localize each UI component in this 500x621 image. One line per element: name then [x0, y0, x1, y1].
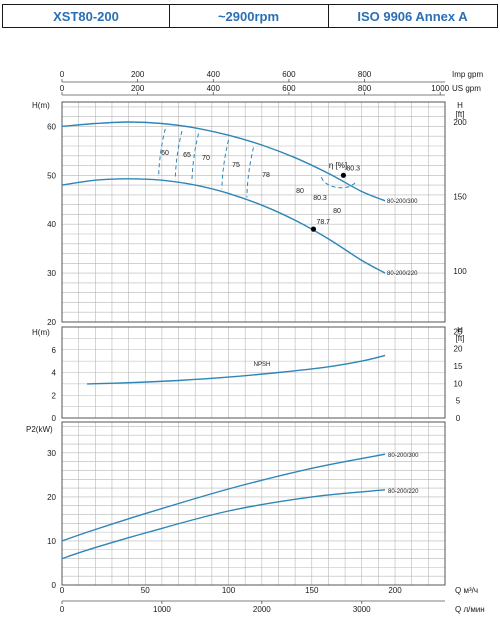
power-y-tick-label: 10 [47, 537, 56, 546]
efficiency-iso-line [191, 133, 200, 183]
efficiency-label: 80 [296, 188, 304, 195]
efficiency-iso-line [174, 130, 183, 180]
npsh-curve-label: NPSH [254, 362, 271, 368]
power-y-tick-label: 0 [52, 581, 57, 590]
head-y-tick-label: 60 [47, 122, 56, 131]
npsh-y-axis-title: H(m) [32, 328, 50, 337]
efficiency-label: 80.3 [313, 195, 327, 202]
npsh-ft-axis-title-h: H [457, 326, 463, 335]
q-m3h-tick-label: 150 [305, 586, 319, 595]
us-gpm-tick-label: 800 [358, 84, 372, 93]
head-y-tick-label: 20 [47, 318, 56, 327]
model-cell: XST80-200 [2, 4, 170, 28]
efficiency-iso-line [158, 128, 166, 178]
efficiency-axis-label: η [%] [329, 161, 347, 170]
npsh-ft-axis-title-unit: [ft] [456, 334, 465, 343]
efficiency-point-label: 80.3 [346, 165, 360, 172]
power-y-axis-title: P2(kW) [26, 425, 53, 434]
head-y-tick-label: 40 [47, 220, 56, 229]
head-y-tick-label: 50 [47, 171, 56, 180]
head-ft-tick-label: 150 [453, 192, 467, 201]
us-gpm-tick-label: 1000 [431, 84, 449, 93]
npsh-y-tick-label: 6 [52, 346, 57, 355]
head-ft-tick-label: 100 [453, 267, 467, 276]
efficiency-label: 80 [333, 208, 341, 215]
power-curve-label: 80-200/300 [388, 453, 419, 459]
head-curve-label: 80-200/300 [387, 199, 418, 205]
head-curve-label: 80-200/220 [387, 271, 418, 277]
power-curve-80-200/220 [61, 489, 386, 560]
power-y-tick-label: 30 [47, 449, 56, 458]
npsh-ft-tick-label: 5 [456, 397, 461, 406]
q-lmin-axis-label: Q л/мин [455, 605, 485, 614]
power-curve-80-200/300 [61, 453, 386, 542]
us-gpm-tick-label: 600 [282, 84, 296, 93]
q-m3h-tick-label: 200 [388, 586, 402, 595]
q-lmin-tick-label: 2000 [253, 605, 271, 614]
npsh-y-tick-label: 4 [52, 369, 57, 378]
efficiency-label: 65 [183, 152, 191, 159]
head-ft-axis-title-h: H [457, 101, 463, 110]
header-bar: XST80-200 ~2900rpm ISO 9906 Annex A [0, 0, 500, 34]
efficiency-point-label: 78.7 [316, 219, 330, 226]
standard-cell: ISO 9906 Annex A [328, 4, 498, 28]
imp-gpm-tick-label: 0 [60, 70, 65, 79]
imp-gpm-tick-label: 200 [131, 70, 145, 79]
efficiency-label: 60 [161, 150, 169, 157]
imp-gpm-tick-label: 600 [282, 70, 296, 79]
head-panel-frame [61, 101, 446, 323]
imp-gpm-tick-label: 400 [207, 70, 221, 79]
head-curve-80-200/300 [61, 121, 386, 202]
efficiency-point [310, 226, 317, 232]
power-curve-label: 80-200/220 [388, 489, 419, 495]
npsh-ft-tick-label: 20 [454, 345, 463, 354]
head-ft-tick-label: 200 [453, 118, 467, 127]
us-gpm-tick-label: 0 [60, 84, 65, 93]
imp-gpm-axis-label: Imp gpm [452, 70, 483, 79]
q-m3h-tick-label: 100 [222, 586, 236, 595]
efficiency-iso-line [221, 140, 230, 190]
npsh-ft-tick-label: 0 [456, 414, 461, 423]
efficiency-point [340, 172, 347, 178]
us-gpm-tick-label: 400 [207, 84, 221, 93]
npsh-ft-tick-label: 25 [454, 327, 463, 336]
npsh-ft-tick-label: 10 [454, 379, 463, 388]
pow-panel-frame [61, 421, 446, 586]
head-y-axis-title: H(m) [32, 101, 50, 110]
q-m3h-tick-label: 50 [141, 586, 150, 595]
efficiency-label: 70 [202, 155, 210, 162]
q-m3h-axis-label: Q м³/ч [455, 586, 478, 595]
npsh-y-tick-label: 0 [52, 414, 57, 423]
efficiency-label: 78 [262, 172, 270, 179]
q-lmin-tick-label: 0 [60, 605, 65, 614]
q-lmin-tick-label: 3000 [353, 605, 371, 614]
us-gpm-tick-label: 200 [131, 84, 145, 93]
efficiency-iso-loop [320, 176, 356, 189]
efficiency-iso-line [246, 147, 254, 198]
head-curve-80-200/220 [61, 178, 386, 274]
q-lmin-tick-label: 1000 [153, 605, 171, 614]
efficiency-label: 75 [232, 162, 240, 169]
us-gpm-axis-label: US gpm [452, 84, 481, 93]
speed-cell: ~2900rpm [169, 4, 329, 28]
power-y-tick-label: 20 [47, 493, 56, 502]
imp-gpm-tick-label: 800 [358, 70, 372, 79]
npsh-curve [86, 354, 386, 385]
npsh-y-tick-label: 2 [52, 391, 57, 400]
head-ft-axis-title-unit: [ft] [456, 110, 465, 119]
head-y-tick-label: 30 [47, 269, 56, 278]
npsh-ft-tick-label: 15 [454, 362, 463, 371]
q-m3h-tick-label: 0 [60, 586, 65, 595]
npsh-panel-frame [61, 326, 446, 419]
